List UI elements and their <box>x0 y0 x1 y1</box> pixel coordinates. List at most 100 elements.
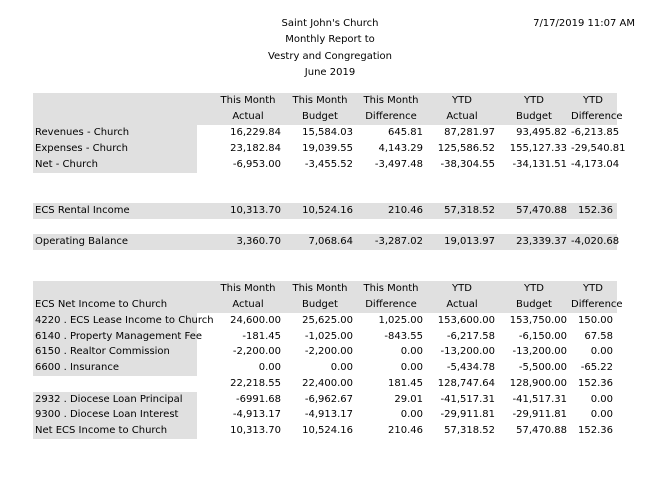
row-label: Revenues - Church <box>35 127 130 138</box>
label-band <box>33 407 197 424</box>
header-band <box>33 93 617 125</box>
cell-value: 57,470.88 <box>516 424 567 436</box>
cell-value: 10,313.70 <box>230 424 281 436</box>
cell-value: -6991.68 <box>236 393 281 405</box>
cell-value: 23,182.84 <box>230 143 281 154</box>
cell-value: -5,500.00 <box>518 362 567 374</box>
cell-value: 19,039.55 <box>302 143 353 154</box>
label-band <box>33 422 197 439</box>
cell-value: -3,455.52 <box>304 159 353 170</box>
cell-value: -6,217.58 <box>446 330 495 342</box>
cell-value: 93,495.82 <box>516 127 567 138</box>
row-label: 2932 . Diocese Loan Principal <box>35 393 183 405</box>
cell-value: 0.00 <box>590 393 613 405</box>
cell-value: 0.00 <box>590 346 613 358</box>
cell-value: -843.55 <box>384 330 423 342</box>
cell-value: 210.46 <box>388 205 423 216</box>
cell-value: 128,900.00 <box>509 377 567 389</box>
row-label: 6600 . Insurance <box>35 362 120 374</box>
cell-value: 0.00 <box>400 362 423 374</box>
cell-value: -41,517.31 <box>440 393 495 405</box>
label-band <box>33 157 197 173</box>
cell-value: -29,540.81 <box>571 143 626 154</box>
cell-value: -4,913.17 <box>232 409 281 421</box>
cell-value: 7,068.64 <box>308 236 353 247</box>
column-header: YTD <box>583 283 603 294</box>
cell-value: 0.00 <box>400 346 423 358</box>
column-header: This Month <box>292 95 348 106</box>
label-band <box>33 203 617 219</box>
column-header: YTD <box>524 283 544 294</box>
label-band <box>33 391 197 408</box>
cell-value: 10,524.16 <box>302 424 353 436</box>
cell-value: -6,953.00 <box>232 159 281 170</box>
cell-value: -29,911.81 <box>440 409 495 421</box>
cell-value: -2,200.00 <box>304 346 353 358</box>
row-label: Net - Church <box>35 159 98 170</box>
column-header: Actual <box>446 299 478 310</box>
cell-value: 153,600.00 <box>437 315 495 326</box>
row-label: 6150 . Realtor Commission <box>35 346 170 358</box>
cell-value: 3,360.70 <box>236 236 281 247</box>
row-label: ECS Rental Income <box>35 205 130 216</box>
label-band <box>33 344 197 361</box>
column-header: Actual <box>232 299 264 310</box>
label-band <box>33 141 197 157</box>
cell-value: 181.45 <box>388 377 423 389</box>
cell-value: 210.46 <box>388 424 423 436</box>
column-header: Actual <box>446 111 478 122</box>
label-band <box>33 360 197 377</box>
column-header: Budget <box>302 111 338 122</box>
row-label: Operating Balance <box>35 236 129 247</box>
cell-value: 24,600.00 <box>230 315 281 326</box>
column-header: Budget <box>516 111 552 122</box>
column-header: Actual <box>232 111 264 122</box>
title-line: Vestry and Congregation <box>267 50 392 62</box>
cell-value: -3,287.02 <box>374 236 423 247</box>
cell-value: 19,013.97 <box>444 236 495 247</box>
cell-value: 0.00 <box>590 409 613 421</box>
cell-value: -13,200.00 <box>440 346 495 358</box>
cell-value: 152.36 <box>578 377 613 389</box>
column-header: Difference <box>571 299 623 310</box>
label-header: ECS Net Income to Church <box>35 299 168 310</box>
cell-value: 29.01 <box>394 393 423 405</box>
cell-value: -6,962.67 <box>304 393 353 405</box>
cell-value: 23,339.37 <box>516 236 567 247</box>
cell-value: 87,281.97 <box>444 127 495 138</box>
cell-value: 22,218.55 <box>230 377 281 389</box>
cell-value: -3,497.48 <box>374 159 423 170</box>
cell-value: 0.00 <box>400 409 423 421</box>
cell-value: -5,434.78 <box>446 362 495 374</box>
cell-value: 0.00 <box>258 362 281 374</box>
cell-value: 10,313.70 <box>230 205 281 216</box>
label-band <box>33 328 197 345</box>
cell-value: -181.45 <box>242 330 281 342</box>
column-header: This Month <box>220 283 276 294</box>
label-band <box>33 313 197 329</box>
cell-value: 153,750.00 <box>509 315 567 326</box>
column-header: YTD <box>583 95 603 106</box>
cell-value: 57,318.52 <box>444 205 495 216</box>
cell-value: -34,131.51 <box>512 159 567 170</box>
column-header: YTD <box>524 95 544 106</box>
label-band <box>33 125 197 141</box>
timestamp: 7/17/2019 11:07 AM <box>533 18 635 29</box>
cell-value: 150.00 <box>578 315 613 326</box>
column-header: Difference <box>571 111 623 122</box>
column-header: This Month <box>220 95 276 106</box>
column-header: Budget <box>302 299 338 310</box>
cell-value: 57,470.88 <box>516 205 567 216</box>
cell-value: 10,524.16 <box>302 205 353 216</box>
cell-value: 1,025.00 <box>378 315 423 326</box>
cell-value: -29,911.81 <box>512 409 567 421</box>
cell-value: -13,200.00 <box>512 346 567 358</box>
cell-value: 15,584.03 <box>302 127 353 138</box>
title-line: Saint John's Church <box>281 18 379 29</box>
cell-value: -1,025.00 <box>304 330 353 342</box>
cell-value: -41,517.31 <box>512 393 567 405</box>
row-label: 9300 . Diocese Loan Interest <box>35 409 179 421</box>
row-label: 4220 . ECS Lease Income to Church <box>35 315 214 326</box>
cell-value: 645.81 <box>388 127 423 138</box>
cell-value: -4,913.17 <box>304 409 353 421</box>
